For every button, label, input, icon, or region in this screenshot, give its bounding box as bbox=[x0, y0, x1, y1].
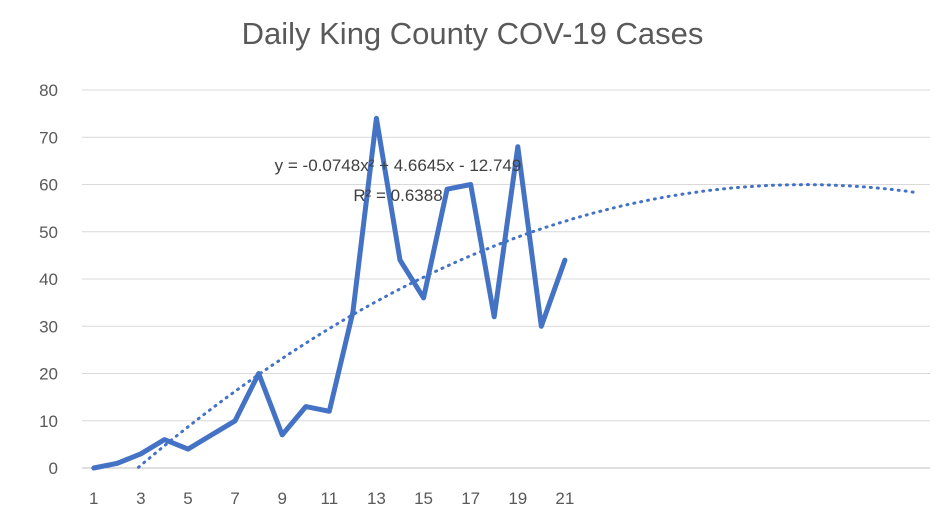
y-tick-label: 30 bbox=[39, 317, 58, 336]
trendline-equation: y = -0.0748x² + 4.6645x - 12.749 bbox=[275, 156, 522, 175]
x-tick-label: 11 bbox=[321, 489, 339, 508]
x-tick-label: 7 bbox=[230, 489, 239, 508]
y-tick-label: 10 bbox=[39, 412, 58, 431]
x-tick-label: 13 bbox=[367, 489, 386, 508]
x-tick-label: 17 bbox=[461, 489, 480, 508]
y-tick-label: 50 bbox=[39, 223, 58, 242]
trendline-r2: R² = 0.6388 bbox=[353, 186, 442, 205]
y-tick-label: 40 bbox=[39, 270, 58, 289]
x-tick-label: 21 bbox=[555, 489, 574, 508]
x-tick-label: 9 bbox=[277, 489, 286, 508]
x-tick-label: 1 bbox=[89, 489, 98, 508]
x-tick-label: 3 bbox=[136, 489, 145, 508]
y-tick-label: 60 bbox=[39, 176, 58, 195]
y-tick-label: 80 bbox=[39, 81, 58, 100]
chart-title: Daily King County COV-19 Cases bbox=[241, 16, 704, 51]
x-tick-label: 19 bbox=[508, 489, 527, 508]
y-tick-label: 20 bbox=[39, 365, 58, 384]
x-tick-label: 5 bbox=[183, 489, 192, 508]
series-line bbox=[91, 115, 568, 471]
y-tick-label: 0 bbox=[49, 459, 58, 478]
y-tick-label: 70 bbox=[39, 128, 58, 147]
x-tick-label: 15 bbox=[414, 489, 433, 508]
